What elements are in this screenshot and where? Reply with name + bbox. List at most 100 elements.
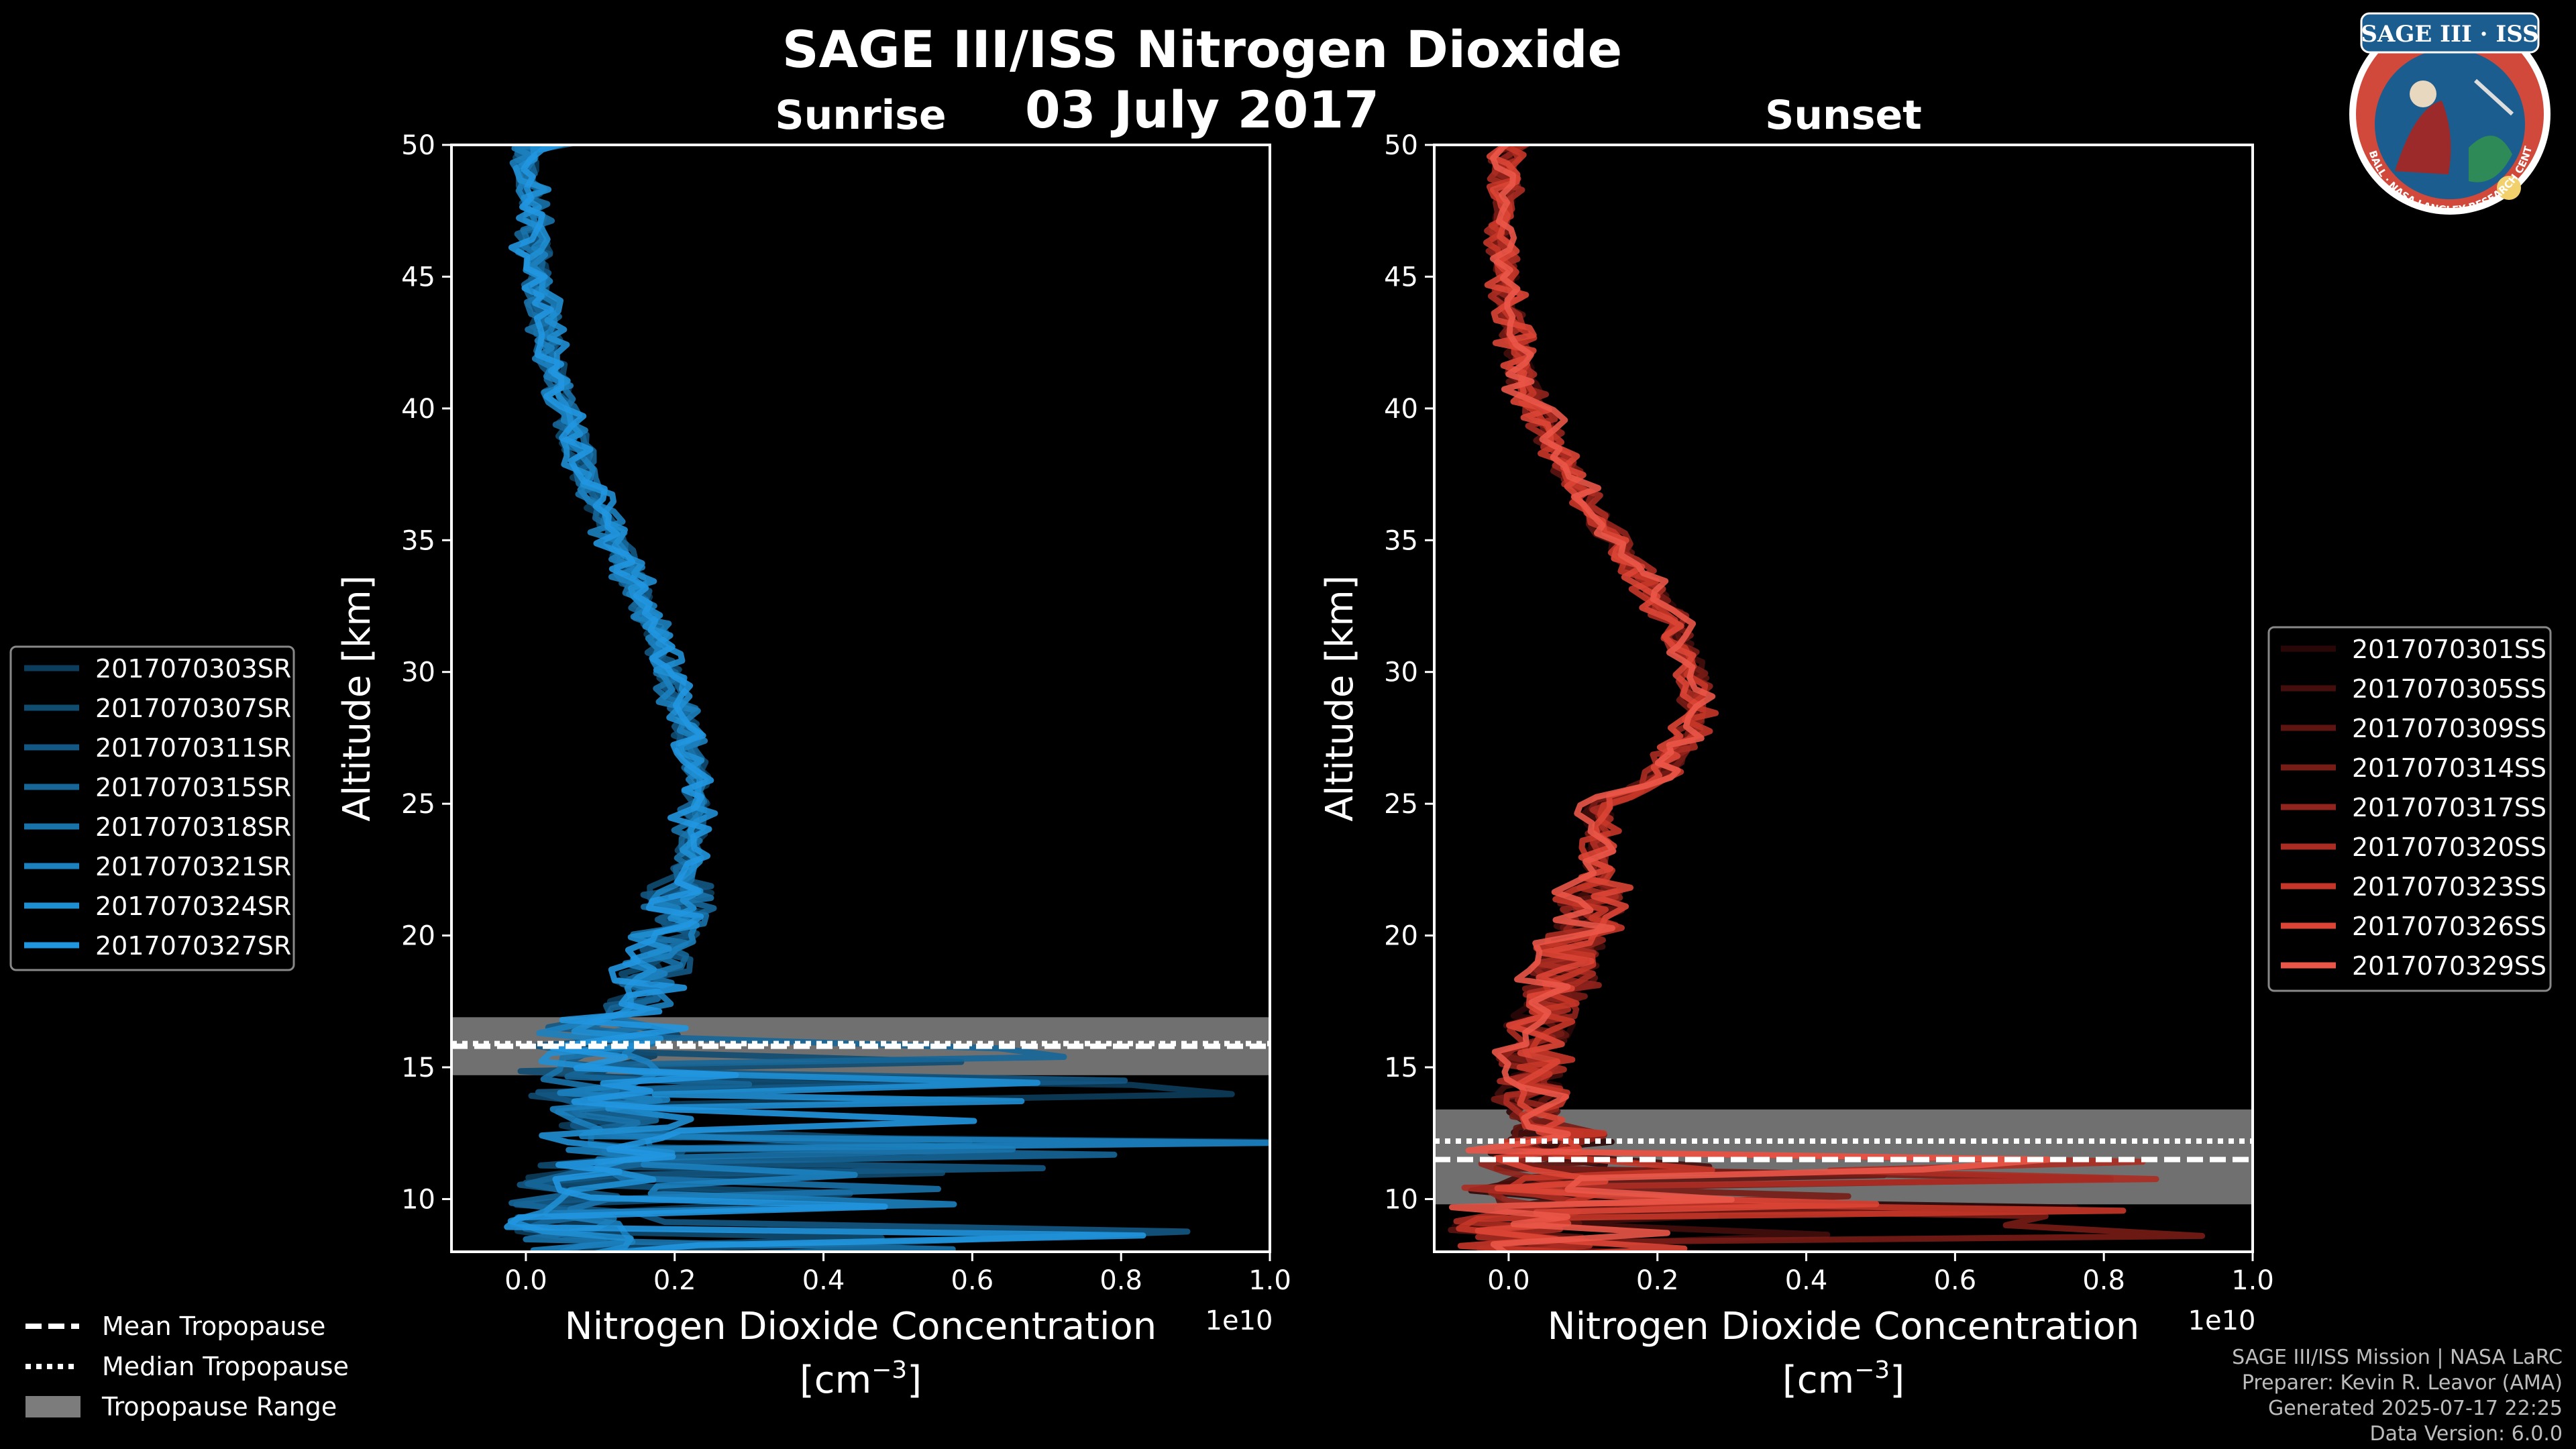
- logo-figure: [2395, 101, 2451, 174]
- x-tick-label: 0.0: [504, 1265, 547, 1296]
- y-tick-label: 50: [401, 130, 435, 161]
- y-tick-label: 35: [401, 525, 435, 556]
- panel-title: Sunset: [1765, 92, 1922, 139]
- x-unit-exponent: −3: [871, 1356, 907, 1384]
- x-tick-label: 0.4: [1785, 1265, 1828, 1296]
- logo-station: [2473, 78, 2514, 116]
- y-tick-label: 30: [401, 657, 435, 688]
- credits-preparer: Preparer: Kevin R. Leavor (AMA): [2241, 1371, 2563, 1395]
- legend-label-2017070307SR: 2017070307SR: [95, 694, 291, 723]
- series-line-2017070314SS: [1487, 145, 2206, 1252]
- plot-frame: [450, 144, 1271, 1253]
- series-lines: [504, 145, 1270, 1252]
- plot-frame: [1433, 144, 2254, 1253]
- tropopause-legend: Mean Tropopause Median Tropopause Tropop…: [25, 1311, 349, 1421]
- y-axis-label: Altitude [km]: [1318, 575, 1362, 821]
- logo-head: [2410, 80, 2436, 107]
- legend-label-2017070305SS: 2017070305SS: [2352, 674, 2546, 704]
- series-line-2017070326SS: [1474, 145, 1880, 1252]
- legend-label-2017070324SR: 2017070324SR: [95, 892, 291, 921]
- x-axis-label: Nitrogen Dioxide Concentration: [565, 1305, 1157, 1348]
- series-line-2017070324SR: [507, 145, 1040, 1252]
- y-tick-label: 10: [401, 1184, 435, 1215]
- panel-title: Sunrise: [775, 92, 946, 139]
- x-offset-text: 1e10: [2188, 1305, 2256, 1336]
- legend-label-2017070327SR: 2017070327SR: [95, 931, 291, 961]
- legend-label-2017070320SS: 2017070320SS: [2352, 833, 2546, 862]
- logo-inner-disc: [2375, 49, 2525, 199]
- figure-date: 03 July 2017: [1025, 80, 1379, 140]
- y-tick-label: 35: [1384, 525, 1418, 556]
- x-offset-text: 1e10: [1205, 1305, 1273, 1336]
- legend-label-2017070323SS: 2017070323SS: [2352, 872, 2546, 902]
- y-tick-label: 45: [1384, 262, 1418, 292]
- legend-label-2017070329SS: 2017070329SS: [2352, 951, 2546, 981]
- sunset-legend-frame: [2267, 626, 2552, 992]
- logo-banner: [2360, 12, 2540, 54]
- series-line-2017070329SS: [1448, 145, 2051, 1252]
- y-axis-label: Altitude [km]: [335, 575, 379, 821]
- logo-title: SAGE III · ISS: [2361, 21, 2538, 48]
- x-tick-label: 0.2: [653, 1265, 696, 1296]
- x-tick-label: 0.4: [802, 1265, 845, 1296]
- y-tick-label: 30: [1384, 657, 1418, 688]
- sunset-panel: 0.0 0.2 0.4 0.6 0.8 1.0 10 15 20 25 30 35 40 45 50 1e10…: [1318, 92, 2274, 1402]
- credits-mission: SAGE III/ISS Mission | NASA LaRC: [2232, 1346, 2563, 1369]
- tropopause-range-swatch: [25, 1396, 80, 1417]
- logo-sun: [2497, 176, 2521, 200]
- legend-label-2017070301SS: 2017070301SS: [2352, 635, 2546, 664]
- x-tick-label: 0.0: [1487, 1265, 1530, 1296]
- legend-label-2017070303SR: 2017070303SR: [95, 654, 291, 684]
- y-tick-label: 20: [401, 921, 435, 952]
- x-axis-unit: [cm−3]: [800, 1356, 922, 1402]
- x-axis-unit: [cm−3]: [1782, 1356, 1904, 1402]
- legend-label-2017070317SS: 2017070317SS: [2352, 793, 2546, 822]
- mean-tropopause-label: Mean Tropopause: [102, 1311, 325, 1341]
- x-tick-label: 0.8: [1099, 1265, 1142, 1296]
- y-tick-label: 50: [1384, 130, 1418, 161]
- x-unit-base: [cm: [800, 1358, 871, 1402]
- legend-label-2017070326SS: 2017070326SS: [2352, 912, 2546, 941]
- sunrise-legend: 2017070303SR 2017070307SR 2017070311SR 2017…: [9, 645, 295, 971]
- y-tick-label: 15: [1384, 1053, 1418, 1083]
- y-tick-label: 10: [1384, 1184, 1418, 1215]
- series-line-2017070323SS: [1456, 145, 2127, 1252]
- x-tick-label: 0.6: [1934, 1265, 1977, 1296]
- x-unit-end: ]: [907, 1358, 922, 1402]
- x-axis-label: Nitrogen Dioxide Concentration: [1548, 1305, 2140, 1348]
- x-tick-label: 1.0: [2231, 1265, 2274, 1296]
- median-tropopause-label: Median Tropopause: [102, 1352, 349, 1381]
- legend-label-2017070311SR: 2017070311SR: [95, 733, 291, 763]
- series-lines: [1448, 145, 2206, 1252]
- credits-generated: Generated 2025-07-17 22:25: [2267, 1397, 2563, 1420]
- x-unit-end: ]: [1890, 1358, 1904, 1402]
- sunrise-panel: 0.0 0.2 0.4 0.6 0.8 1.0 10 15 20 25 30 35 40 45 50 1e10…: [335, 92, 1291, 1402]
- legend-label-2017070318SR: 2017070318SR: [95, 812, 291, 842]
- y-tick-label: 25: [401, 789, 435, 820]
- x-tick-label: 0.8: [2082, 1265, 2125, 1296]
- y-tick-label: 45: [401, 262, 435, 292]
- sunset-legend: 2017070301SS 2017070305SS 2017070309SS 2017…: [2267, 626, 2552, 992]
- credits-version: Data Version: 6.0.0: [2369, 1422, 2563, 1446]
- legend-label-2017070321SR: 2017070321SR: [95, 852, 291, 881]
- x-unit-base: [cm: [1782, 1358, 1854, 1402]
- x-tick-label: 1.0: [1248, 1265, 1291, 1296]
- figure-title: SAGE III/ISS Nitrogen Dioxide: [782, 19, 1622, 79]
- x-tick-label: 0.6: [951, 1265, 994, 1296]
- x-tick-label: 0.2: [1636, 1265, 1679, 1296]
- y-tick-label: 25: [1384, 789, 1418, 820]
- legend-label-2017070309SS: 2017070309SS: [2352, 714, 2546, 743]
- y-tick-label: 40: [1384, 394, 1418, 425]
- series-line-2017070327SR: [504, 145, 1146, 1252]
- y-tick-label: 20: [1384, 921, 1418, 952]
- sunrise-legend-frame: [9, 645, 295, 971]
- legend-label-2017070314SS: 2017070314SS: [2352, 753, 2546, 783]
- credits-footer: SAGE III/ISS Mission | NASA LaRC Prepare…: [2232, 1345, 2563, 1447]
- legend-label-2017070315SR: 2017070315SR: [95, 773, 291, 802]
- y-tick-label: 15: [401, 1053, 435, 1083]
- tropopause-range-label: Tropopause Range: [101, 1392, 337, 1421]
- logo-earth: [2469, 136, 2512, 182]
- y-tick-label: 40: [401, 394, 435, 425]
- x-unit-exponent: −3: [1854, 1356, 1890, 1384]
